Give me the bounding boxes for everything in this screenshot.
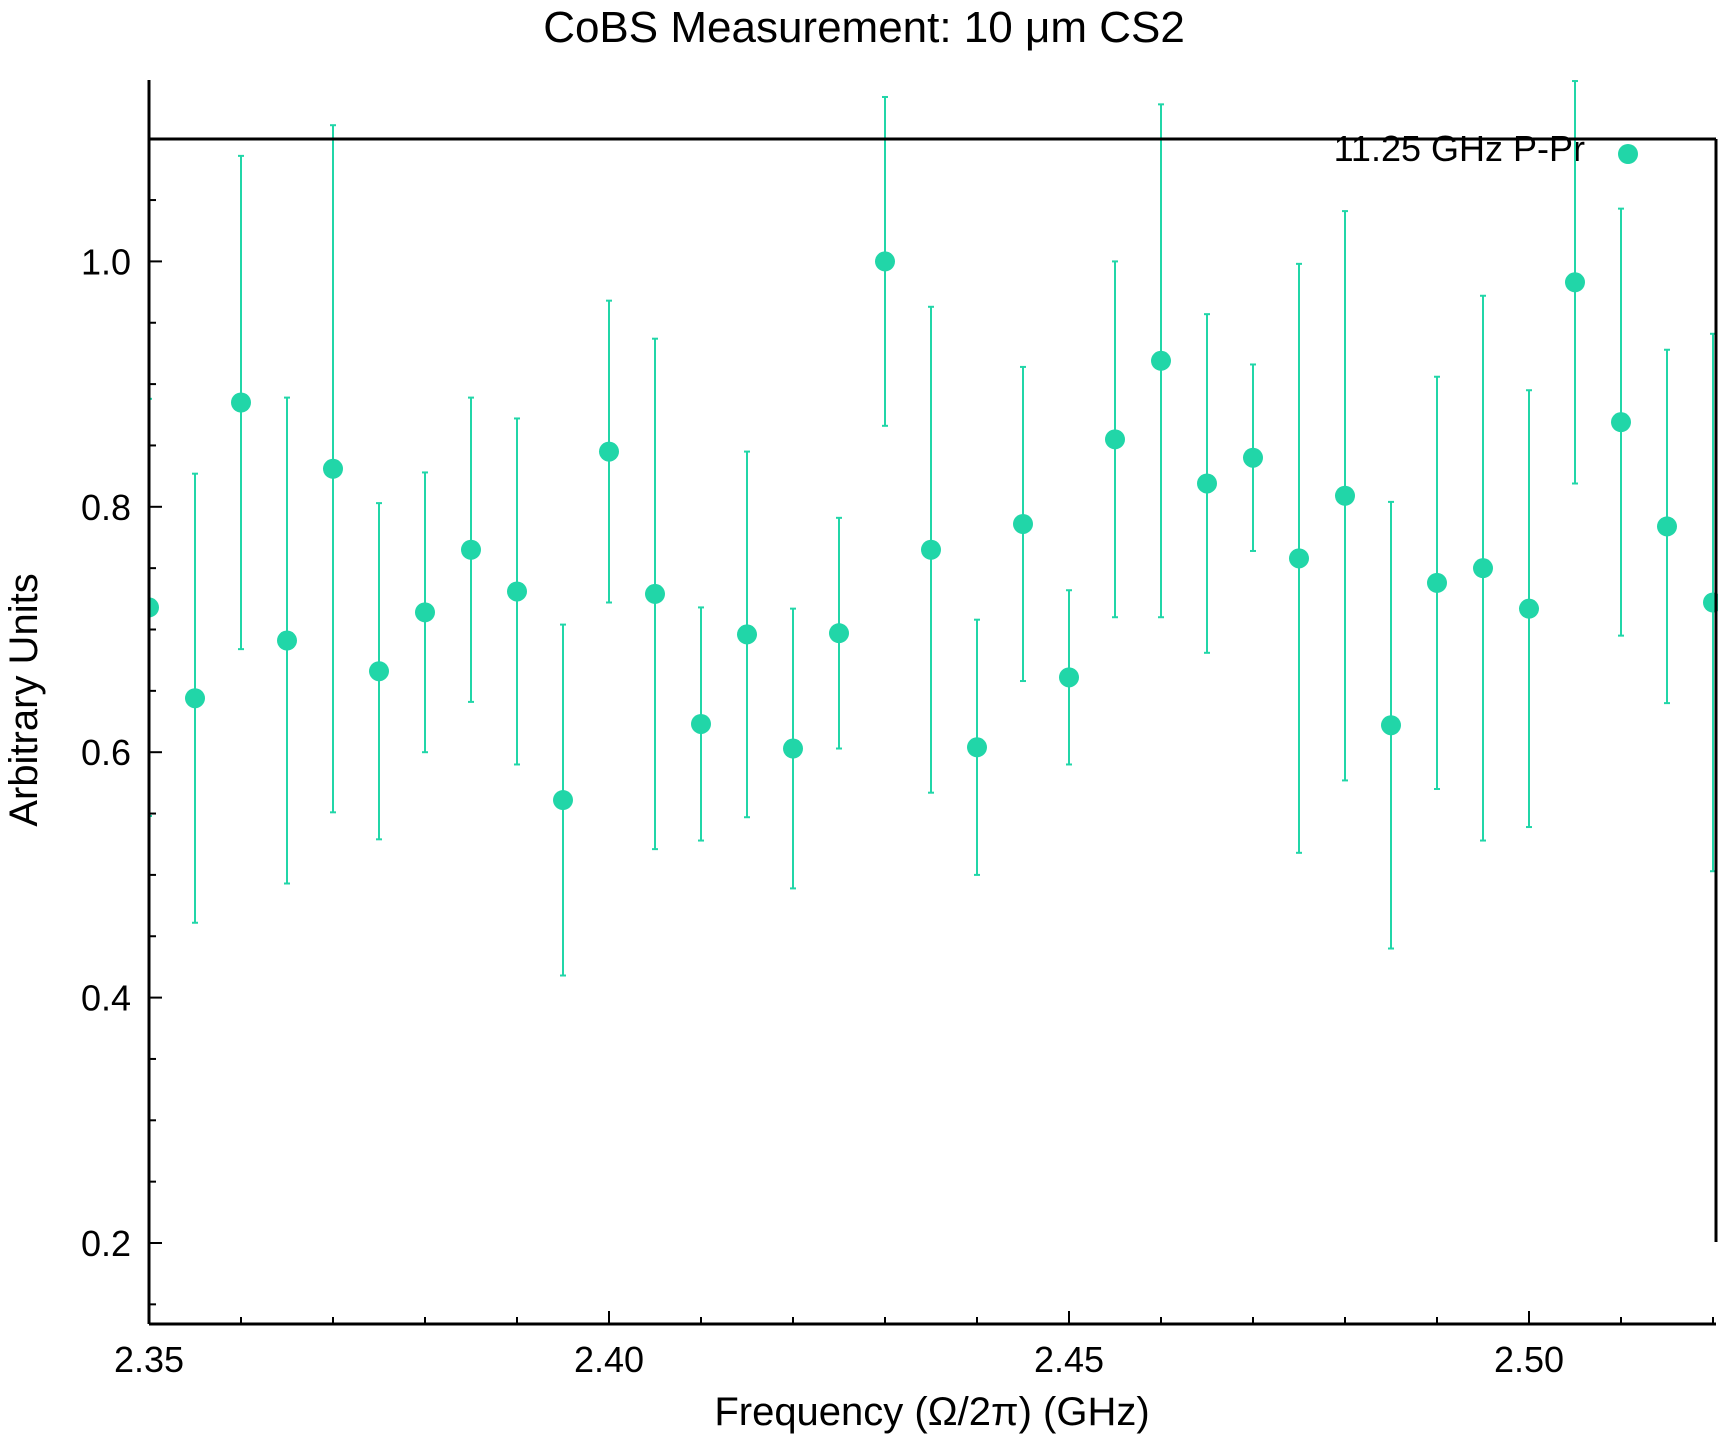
data-point: [1013, 365, 1033, 683]
data-point: [1611, 207, 1631, 637]
y-tick-label: 0.2: [81, 1223, 131, 1264]
plot-area: [149, 80, 1718, 977]
data-point: [507, 417, 527, 766]
x-tick-label: 2.50: [1494, 1339, 1564, 1380]
axes: [147, 80, 1718, 1326]
data-marker: [553, 790, 573, 811]
data-marker: [231, 392, 251, 413]
data-marker: [783, 738, 803, 759]
x-tick-label: 2.35: [114, 1339, 184, 1380]
x-tick-label: 2.40: [574, 1339, 644, 1380]
data-point: [323, 124, 343, 814]
data-point: [277, 396, 297, 885]
data-point: [829, 516, 849, 750]
data-marker: [277, 630, 297, 651]
legend-label: 11.25 GHz P-Pr: [1334, 128, 1585, 169]
x-axis-title: Frequency (Ω/2π) (GHz): [714, 1390, 1149, 1434]
x-ticks: 2.352.402.452.502.552.602.65: [114, 1311, 1714, 1380]
data-marker: [1289, 548, 1309, 569]
data-marker: [1243, 447, 1263, 468]
data-point: [645, 337, 665, 851]
data-marker: [737, 624, 757, 645]
data-point: [599, 299, 619, 604]
data-marker: [1657, 516, 1677, 537]
data-marker: [829, 623, 849, 644]
data-marker: [875, 251, 895, 272]
data-marker: [1703, 592, 1718, 613]
data-marker: [599, 441, 619, 462]
data-marker: [1197, 473, 1217, 494]
y-tick-label: 0.6: [81, 732, 131, 773]
data-point: [783, 607, 803, 890]
data-marker: [691, 713, 711, 734]
data-marker: [1059, 667, 1079, 688]
y-axis-title: Arbitrary Units: [2, 573, 46, 826]
data-marker: [323, 458, 343, 479]
data-point: [461, 396, 481, 703]
x-tick-label: 2.45: [1034, 1339, 1104, 1380]
data-point: [1427, 375, 1447, 791]
data-marker: [645, 583, 665, 604]
data-point: [1703, 332, 1718, 873]
data-marker: [149, 597, 159, 618]
data-point: [691, 606, 711, 842]
data-marker: [1565, 272, 1585, 293]
data-point: [967, 618, 987, 876]
data-marker: [415, 602, 435, 623]
y-tick-label: 0.8: [81, 487, 131, 528]
y-ticks: 0.2 0.4 0.6 0.8 1.0: [81, 137, 162, 1306]
data-marker: [921, 539, 941, 560]
data-point: [1519, 389, 1539, 829]
data-point: [415, 471, 435, 754]
data-marker: [369, 661, 389, 682]
y-tick-label: 1.0: [81, 241, 131, 282]
legend: 11.25 GHz P-Pr: [1334, 128, 1638, 169]
data-marker: [1611, 412, 1631, 433]
legend-marker: [1618, 144, 1638, 164]
data-point: [1289, 262, 1309, 854]
data-marker: [185, 688, 205, 709]
data-point: [737, 450, 757, 819]
data-marker: [1013, 513, 1033, 534]
data-marker: [1519, 598, 1539, 619]
data-marker: [507, 581, 527, 602]
data-point: [1059, 589, 1079, 766]
data-point: [1105, 260, 1125, 619]
data-marker: [1427, 572, 1447, 593]
data-marker: [461, 539, 481, 560]
data-point: [1243, 363, 1263, 552]
data-point: [231, 154, 251, 651]
chart-title: CoBS Measurement: 10 μm CS2: [543, 3, 1185, 52]
data-marker: [1151, 350, 1171, 371]
data-point: [553, 623, 573, 977]
data-point: [1473, 294, 1493, 842]
data-point: [185, 472, 205, 924]
data-point: [149, 397, 159, 818]
data-point: [369, 502, 389, 841]
data-marker: [1105, 429, 1125, 450]
data-point: [1335, 210, 1355, 782]
data-point: [1151, 103, 1171, 619]
data-marker: [1473, 558, 1493, 579]
data-marker: [1335, 485, 1355, 506]
data-point: [1657, 348, 1677, 705]
data-point: [875, 95, 895, 427]
data-marker: [967, 737, 987, 758]
data-point: [1197, 313, 1217, 654]
y-tick-label: 0.4: [81, 978, 131, 1019]
data-marker: [1381, 715, 1401, 736]
data-point: [1381, 500, 1401, 950]
data-point: [1565, 80, 1585, 485]
data-point: [921, 305, 941, 794]
